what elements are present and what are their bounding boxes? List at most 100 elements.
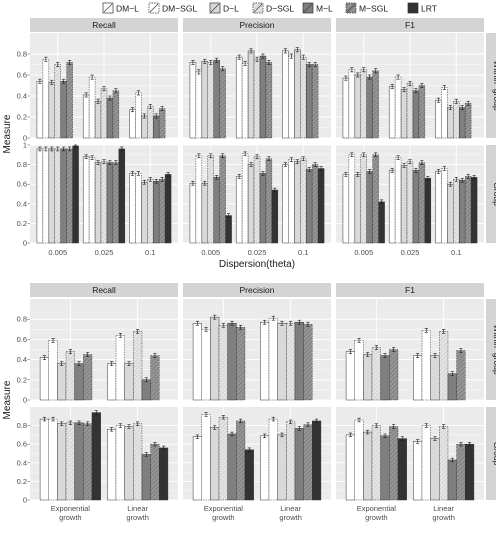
bar xyxy=(225,215,232,244)
facet-strip xyxy=(30,283,178,297)
bar xyxy=(439,331,449,401)
bar xyxy=(259,173,267,244)
bar xyxy=(207,62,214,139)
legend-key-slash xyxy=(210,3,220,13)
bar xyxy=(294,321,304,401)
x-tick-label: Exponential growth xyxy=(357,504,397,522)
facet-title: Recall xyxy=(92,285,116,295)
bar xyxy=(48,340,58,401)
bar xyxy=(260,435,270,501)
legend-key-slash xyxy=(103,3,113,13)
bar xyxy=(189,62,197,139)
bar xyxy=(354,74,362,139)
bar xyxy=(265,158,273,244)
bar xyxy=(371,347,381,401)
bar xyxy=(247,164,255,244)
x-tick-label: 0.025 xyxy=(401,248,420,257)
bar xyxy=(282,50,289,139)
legend-label-3: D−SGL xyxy=(266,4,294,14)
bar xyxy=(260,321,270,401)
x-tick-label: 0.005 xyxy=(48,248,67,257)
bar xyxy=(424,178,432,244)
bar xyxy=(159,447,169,501)
bar xyxy=(210,427,220,501)
bar xyxy=(66,62,73,139)
bar xyxy=(447,183,454,244)
bar xyxy=(311,164,319,244)
bar xyxy=(400,165,408,244)
bar xyxy=(303,424,313,501)
bar xyxy=(213,177,220,244)
bar xyxy=(345,434,355,501)
bar xyxy=(458,180,466,244)
bar xyxy=(124,426,134,501)
x-tick-label: 0.1 xyxy=(298,248,308,257)
bar xyxy=(418,85,426,139)
bar xyxy=(345,351,355,401)
x-tick-label: 0.1 xyxy=(451,248,461,257)
bar xyxy=(354,419,364,501)
bar xyxy=(413,355,423,401)
bar xyxy=(192,322,202,401)
bar xyxy=(400,89,408,139)
y-tick-label: 0.6 xyxy=(17,335,27,344)
bar xyxy=(48,418,58,501)
y-tick-label: 0.2 xyxy=(17,219,27,228)
legend: DM−L DM−SGL D−L D−SGL M−L M−SGL LRT xyxy=(102,2,437,14)
y-tick-label: 0 xyxy=(23,134,27,143)
bar xyxy=(201,329,211,401)
bar xyxy=(94,162,102,244)
bar xyxy=(36,148,44,244)
bar xyxy=(82,94,90,139)
bar xyxy=(66,148,73,244)
bar xyxy=(39,418,49,501)
row-label: Within−group xyxy=(492,324,496,375)
bar xyxy=(91,412,101,501)
facet-title: Precision xyxy=(240,285,275,295)
bar xyxy=(219,155,226,244)
bar xyxy=(421,330,431,401)
bar xyxy=(74,363,84,401)
bar xyxy=(412,90,420,139)
legend-label-5: M−SGL xyxy=(359,4,388,14)
bar xyxy=(366,76,373,139)
bar xyxy=(259,55,267,139)
bar xyxy=(164,174,172,244)
bar xyxy=(74,422,84,501)
bar xyxy=(115,335,125,401)
bar xyxy=(458,107,466,139)
bar xyxy=(366,171,373,244)
bar xyxy=(430,355,440,401)
y-tick-label: 0.6 xyxy=(17,440,27,449)
bar xyxy=(253,156,261,244)
row-strip xyxy=(486,299,496,400)
y-tick-label: 0.8 xyxy=(17,50,27,59)
bar xyxy=(286,322,296,401)
bar xyxy=(141,379,151,401)
bar xyxy=(277,322,287,401)
bar xyxy=(218,416,228,501)
x-axis-title: Dispersion(theta) xyxy=(219,259,295,270)
y-axis-title: Measure xyxy=(2,380,13,419)
bar xyxy=(115,425,125,501)
bar xyxy=(54,148,61,244)
row-label: Group xyxy=(492,182,496,206)
bar xyxy=(100,88,108,139)
bar xyxy=(360,154,367,244)
bar xyxy=(60,148,67,244)
bar xyxy=(141,181,148,244)
bar xyxy=(360,69,367,139)
bar xyxy=(268,418,278,501)
row-strip xyxy=(486,33,496,138)
bar xyxy=(124,363,134,401)
bar xyxy=(447,459,457,501)
bar xyxy=(57,423,67,501)
chart-bottom: Recall Precision F1 Within−group 0 0.2 0.4 0.6 0… xyxy=(2,283,496,522)
facet-strip xyxy=(183,18,331,32)
bar xyxy=(158,179,166,244)
bar xyxy=(236,420,246,501)
legend-label-1: DM−SGL xyxy=(162,4,197,14)
bar xyxy=(453,101,460,139)
bar xyxy=(88,76,96,139)
bar xyxy=(106,162,114,244)
